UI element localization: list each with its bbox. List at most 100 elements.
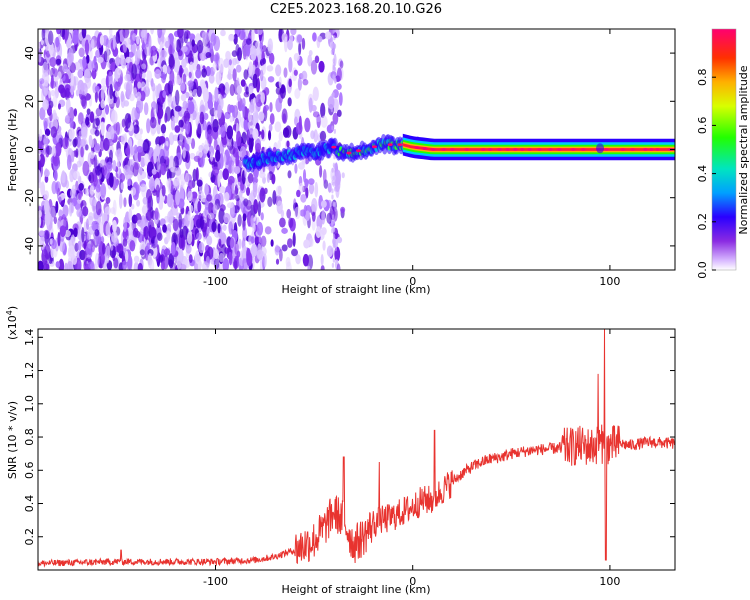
heatmap-cell (149, 116, 157, 129)
heatmap-cell (110, 207, 116, 215)
heatmap-cell (124, 250, 129, 263)
heatmap-cell (189, 61, 194, 73)
heatmap-cell (122, 29, 130, 39)
heatmap-cell (104, 206, 112, 215)
heatmap-cell (226, 73, 234, 80)
heatmap-cell (178, 234, 184, 249)
heatmap-cell (281, 32, 288, 43)
heatmap-cell (226, 125, 234, 140)
heatmap-cell (137, 49, 141, 59)
heatmap-cell (340, 206, 346, 214)
heatmap-cell (89, 138, 95, 148)
heatmap-signal-peak (570, 148, 576, 151)
heatmap-cell (207, 41, 211, 49)
heatmap-cell (75, 89, 80, 97)
heatmap-cell (256, 221, 264, 236)
heatmap-cell (139, 90, 146, 102)
heatmap-cell (52, 153, 58, 165)
heatmap-cell (95, 107, 102, 117)
heatmap-cell (312, 111, 320, 118)
heatmap-cell (147, 253, 153, 269)
heatmap-cell (307, 54, 313, 67)
heatmap-cell (115, 95, 120, 109)
heatmap-cell (150, 127, 156, 136)
heatmap-cell (187, 210, 191, 222)
chart-title: C2E5.2023.168.20.10.G26 (270, 2, 442, 17)
heatmap-cell (38, 48, 41, 57)
heatmap-cell (213, 248, 219, 260)
heatmap-y-tick-label: -40 (23, 237, 36, 255)
heatmap-cell (333, 35, 336, 41)
heatmap-cell (299, 209, 307, 217)
heatmap-cell (81, 226, 85, 243)
heatmap-cell (77, 79, 85, 95)
heatmap-cell (285, 256, 291, 268)
heatmap-cell (154, 236, 158, 247)
heatmap-cell (204, 183, 209, 196)
heatmap-cell (267, 38, 274, 54)
heatmap-cell (59, 238, 66, 253)
heatmap-cell (55, 261, 61, 268)
heatmap-signal-peak (620, 148, 626, 151)
heatmap-cell (311, 197, 318, 213)
heatmap-cell (271, 173, 276, 185)
heatmap-cell (318, 60, 325, 73)
heatmap-cell (49, 80, 57, 89)
heatmap-cell (189, 50, 193, 60)
heatmap-cell (100, 252, 105, 265)
heatmap-cell (304, 117, 311, 133)
heatmap-cell (111, 231, 118, 243)
heatmap-cell (81, 39, 86, 47)
heatmap-cell (236, 130, 242, 147)
heatmap-cell (196, 85, 202, 98)
heatmap-cell (311, 211, 316, 222)
heatmap-cell (281, 244, 288, 252)
heatmap-cell (311, 104, 317, 112)
heatmap-cell (246, 211, 252, 227)
heatmap-cell (162, 145, 169, 160)
heatmap-cell (314, 182, 319, 198)
heatmap-cell (95, 184, 101, 193)
heatmap-cell (308, 182, 315, 195)
heatmap-cell (97, 56, 104, 64)
heatmap-cell (222, 224, 227, 232)
heatmap-signal-peak (519, 148, 525, 151)
heatmap-cell (281, 227, 288, 234)
heatmap-cell (267, 76, 275, 83)
heatmap-cell (233, 33, 238, 45)
heatmap-cell (94, 229, 100, 237)
heatmap-cell (229, 145, 236, 155)
heatmap-cell (44, 199, 50, 214)
heatmap-cell (341, 172, 345, 179)
heatmap-cell (95, 201, 102, 216)
heatmap-cell (332, 202, 336, 208)
heatmap-cell (94, 129, 100, 137)
heatmap-cell (168, 132, 175, 146)
heatmap-cell (224, 192, 230, 202)
heatmap-cell (115, 121, 121, 136)
heatmap-cell (124, 113, 131, 129)
heatmap-cell (301, 70, 308, 81)
heatmap-cell (151, 168, 157, 175)
heatmap-cell (201, 31, 207, 40)
heatmap-cell (331, 214, 335, 220)
heatmap-cell (206, 194, 212, 202)
heatmap-cell (278, 131, 283, 142)
heatmap-cell (144, 44, 151, 57)
heatmap-cell (320, 254, 324, 266)
heatmap-cell (257, 29, 263, 36)
snr-series-line (38, 329, 675, 568)
heatmap-cell (191, 39, 195, 47)
heatmap-cell (275, 185, 282, 197)
colorbar-tick-label: 0.0 (696, 261, 709, 279)
snr-y-tick-label: 1.4 (23, 329, 36, 347)
heatmap-cell (229, 237, 235, 249)
heatmap-cell (249, 101, 255, 114)
heatmap-cell (160, 260, 166, 270)
heatmap-cell (146, 118, 151, 134)
heatmap-cell (166, 193, 173, 208)
heatmap-cell (247, 111, 253, 123)
heatmap-cell (85, 116, 90, 126)
heatmap-cell (105, 245, 111, 258)
heatmap-cell (45, 145, 53, 155)
